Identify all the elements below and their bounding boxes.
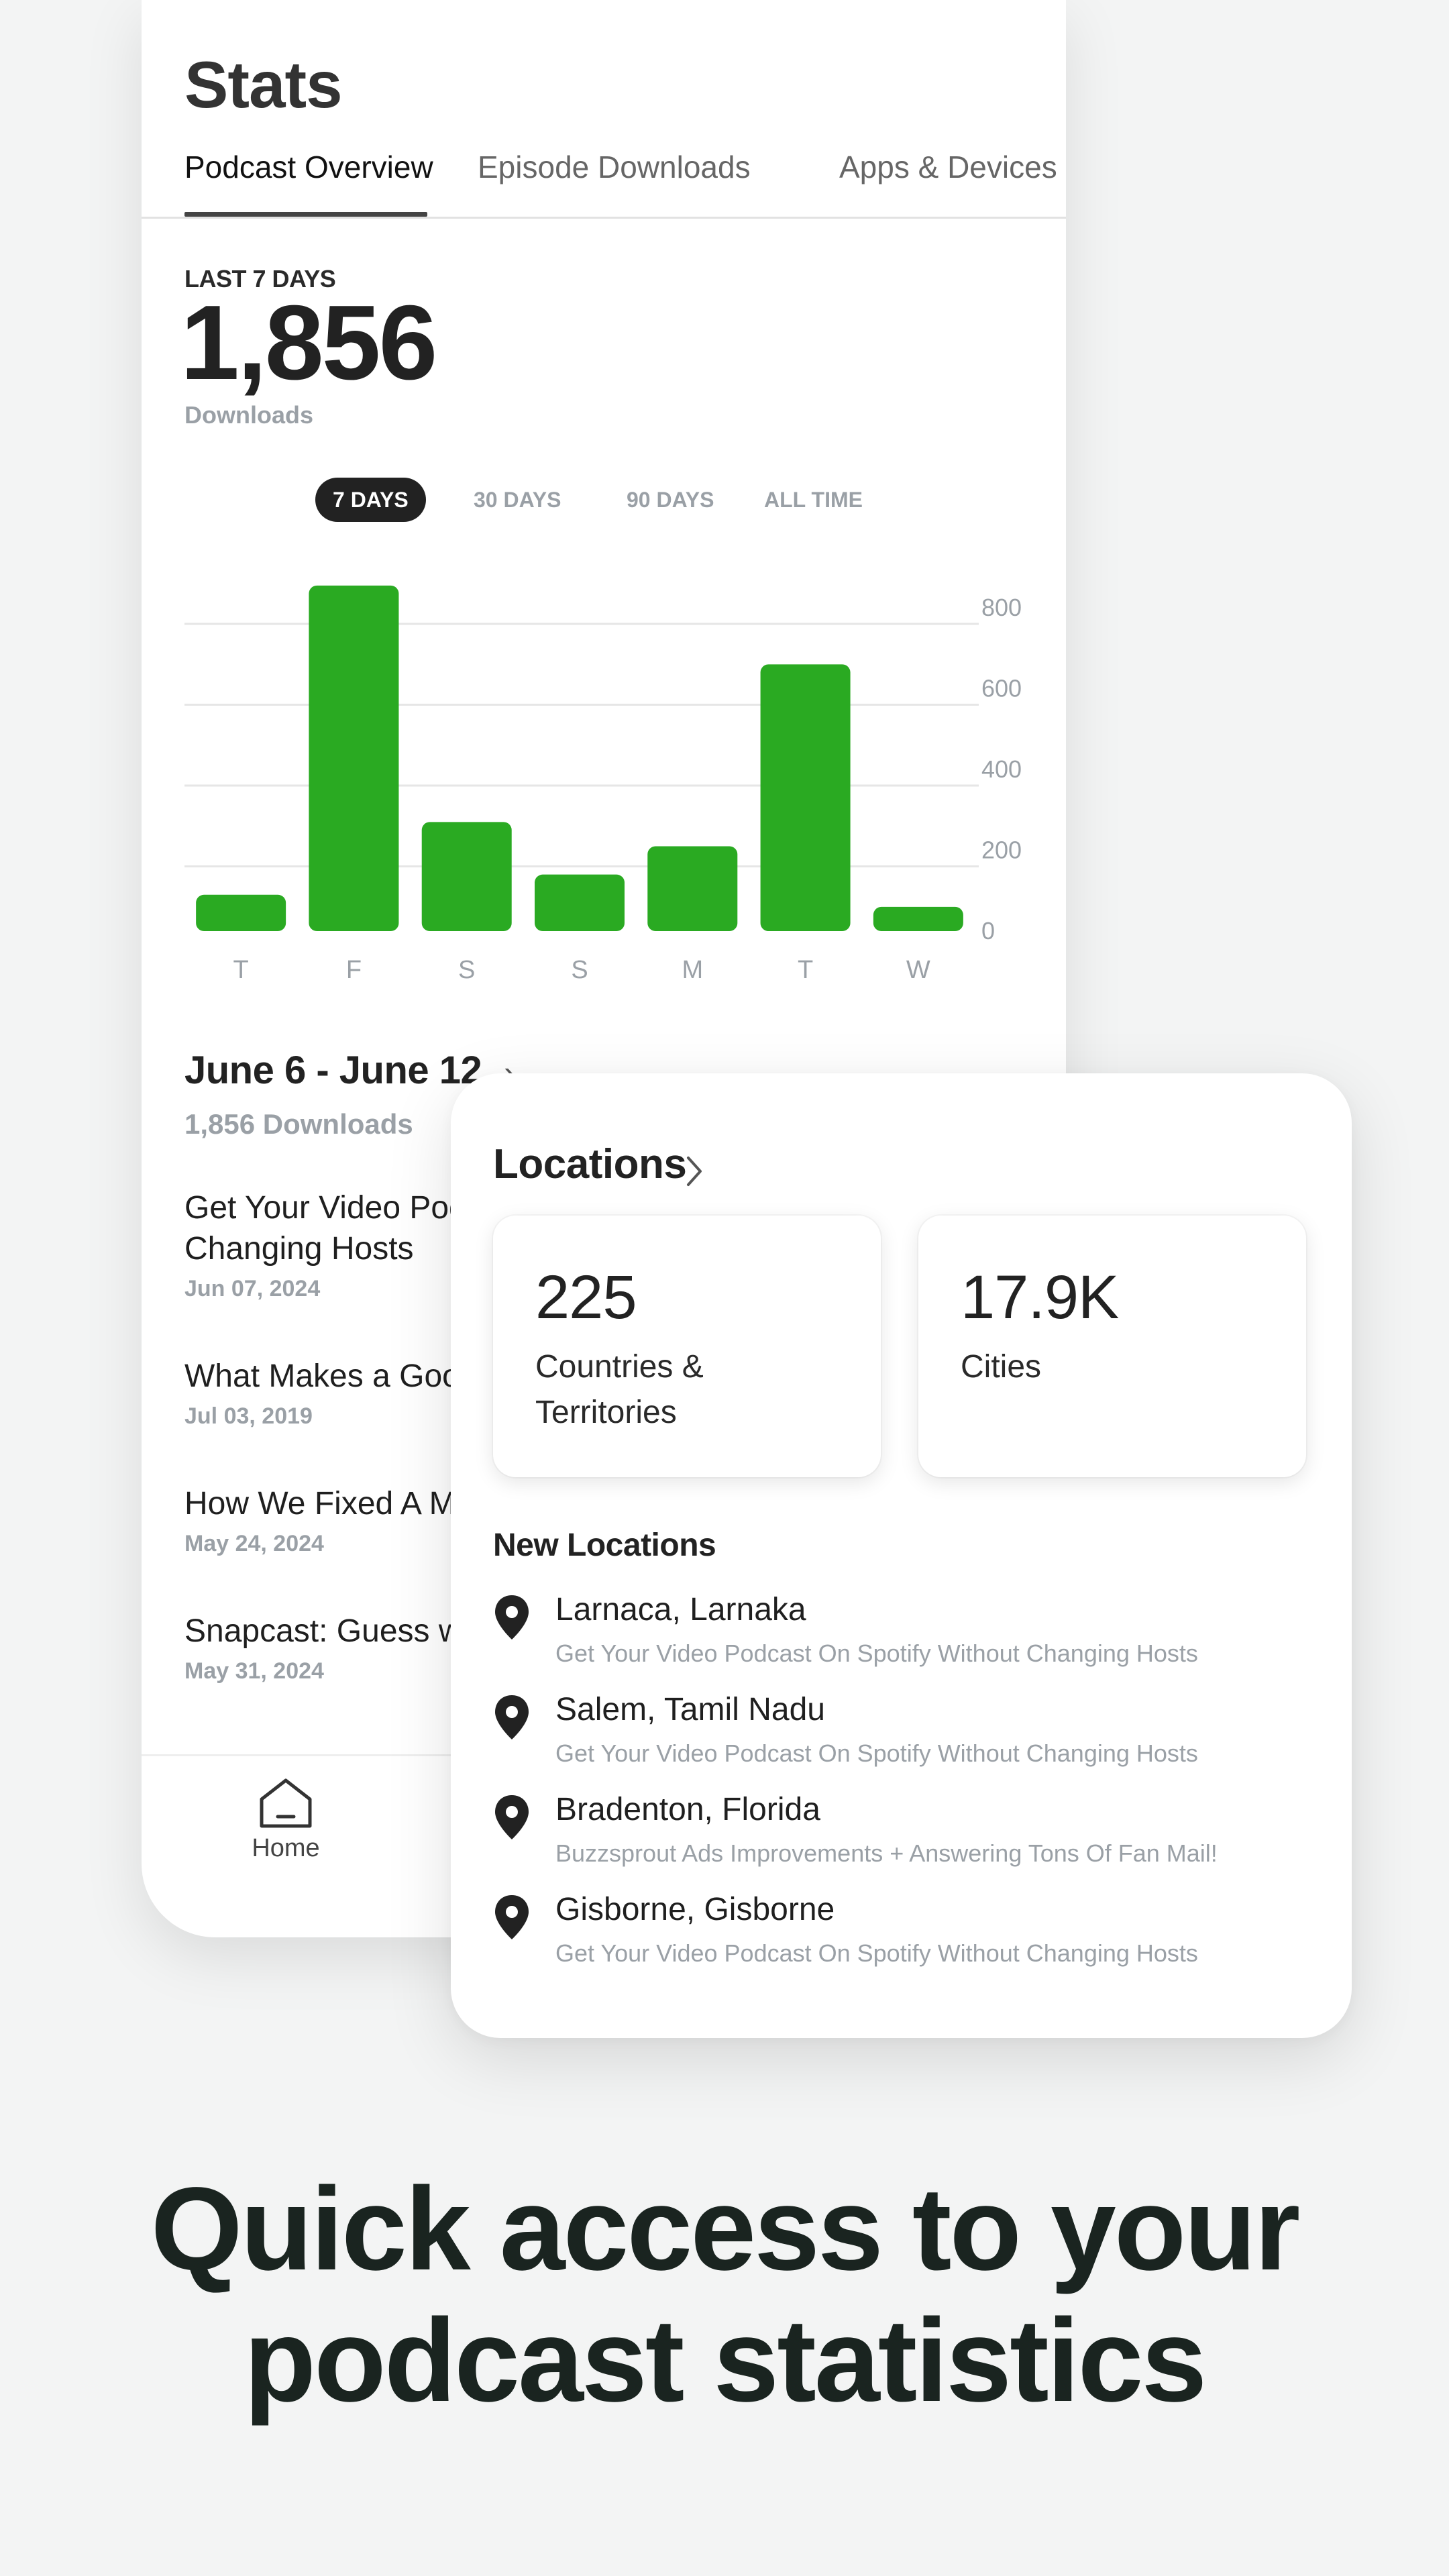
location-name: Larnaca, Larnaka (555, 1592, 806, 1627)
period-label: LAST 7 DAYS (184, 265, 336, 292)
episode-title: Get Your Video Pod (184, 1190, 467, 1226)
location-name: Gisborne, Gisborne (555, 1892, 835, 1927)
chart-x-tick-label: T (233, 956, 249, 984)
home-icon (260, 1778, 312, 1828)
chart-y-tick-label: 200 (981, 837, 1022, 864)
chevron-right-icon[interactable] (683, 1154, 706, 1189)
chart-x-tick-label: S (458, 956, 475, 984)
countries-count: 225 (535, 1263, 637, 1332)
locations-title[interactable]: Locations (493, 1141, 687, 1187)
downloads-bar-chart: 800 600 400 200 0 T F S S M T W (142, 564, 1066, 993)
chart-x-tick-label: M (682, 956, 703, 984)
tagline-line1: Quick access to your (150, 2163, 1301, 2295)
range-selector: 7 DAYS 30 DAYS 90 DAYS ALL TIME (142, 478, 1066, 522)
countries-stat-card: 225 Countries & Territories (493, 1216, 881, 1477)
page-title: Stats (184, 48, 343, 121)
map-pin-icon (495, 1695, 529, 1739)
tab-apps-devices[interactable]: Apps & Devices (839, 150, 1057, 184)
episode-title-line2: Changing Hosts (184, 1231, 414, 1267)
episode-date: May 31, 2024 (184, 1658, 324, 1684)
total-downloads-value: 1,856 (180, 284, 437, 402)
chart-y-tick-label: 400 (981, 755, 1022, 783)
episode-list-item[interactable]: How We Fixed A M May 24, 2024 (184, 1483, 1030, 1557)
episode-date: Jul 03, 2019 (184, 1403, 313, 1429)
map-pin-icon (495, 1595, 529, 1640)
cities-label: Cities (961, 1349, 1042, 1385)
week-downloads: 1,856 Downloads (184, 1108, 413, 1140)
chart-y-tick-label: 0 (981, 917, 995, 945)
active-tab-indicator (184, 212, 427, 217)
range-7-days-button[interactable]: 7 DAYS (315, 478, 426, 522)
stats-tabs: Podcast Overview Episode Downloads Apps … (184, 149, 1066, 216)
locations-card: Locations 225 Countries & Territories 17… (451, 1073, 1352, 2038)
location-list-item[interactable]: Larnaca, Larnaka Get Your Video Podcast … (493, 1591, 1325, 1678)
chart-x-tick-label: F (346, 956, 362, 984)
chart-bar (760, 664, 851, 931)
tabs-divider (142, 217, 1066, 219)
chart-x-tick-label: T (798, 956, 813, 984)
chart-bar (647, 846, 738, 931)
location-episode: Get Your Video Podcast On Spotify Withou… (555, 1739, 1198, 1767)
chart-y-tick-label: 800 (981, 594, 1022, 621)
map-pin-icon (495, 1795, 529, 1839)
range-all-time-button[interactable]: ALL TIME (764, 488, 863, 512)
tab-episode-downloads[interactable]: Episode Downloads (478, 150, 751, 184)
episode-title: How We Fixed A M (184, 1486, 456, 1521)
chart-bar (196, 894, 286, 931)
episode-date: Jun 07, 2024 (184, 1276, 321, 1301)
map-pin-icon (495, 1895, 529, 1939)
week-range[interactable]: June 6 - June 12 (184, 1049, 482, 1092)
tab-podcast-overview[interactable]: Podcast Overview (184, 150, 433, 184)
new-locations-title: New Locations (493, 1527, 716, 1563)
cities-count: 17.9K (961, 1263, 1119, 1332)
location-list-item[interactable]: Gisborne, Gisborne Get Your Video Podcas… (493, 1891, 1325, 1978)
location-episode: Get Your Video Podcast On Spotify Withou… (555, 1939, 1198, 1967)
countries-label: Countries & Territories (535, 1349, 704, 1430)
cities-stat-card: 17.9K Cities (918, 1216, 1306, 1477)
location-episode: Get Your Video Podcast On Spotify Withou… (555, 1640, 1198, 1667)
episode-list-item[interactable]: Get Your Video Pod Changing Hosts Jun 07… (184, 1187, 1030, 1302)
chart-bar (535, 874, 625, 931)
location-name: Bradenton, Florida (555, 1792, 820, 1827)
episode-title: Snapcast: Guess w (184, 1613, 462, 1649)
location-list-item[interactable]: Salem, Tamil Nadu Get Your Video Podcast… (493, 1691, 1325, 1778)
location-list-item[interactable]: Bradenton, Florida Buzzsprout Ads Improv… (493, 1791, 1325, 1878)
episode-list-item[interactable]: What Makes a Goo Jul 03, 2019 (184, 1356, 1030, 1430)
range-90-days-button[interactable]: 90 DAYS (627, 488, 714, 512)
nav-home[interactable]: Home (219, 1776, 353, 1863)
nav-home-label: Home (252, 1834, 320, 1862)
episode-title: What Makes a Goo (184, 1358, 460, 1394)
tagline-line2: podcast statistics (244, 2295, 1208, 2426)
episode-date: May 24, 2024 (184, 1531, 324, 1556)
chart-svg: 800 600 400 200 0 T F S S M T W (184, 585, 1022, 984)
chart-x-tick-label: S (571, 956, 588, 984)
range-30-days-button[interactable]: 30 DAYS (474, 488, 561, 512)
marketing-tagline: Quick access to your podcast statistics (0, 2163, 1449, 2426)
chart-bar (873, 906, 963, 931)
chart-y-tick-label: 600 (981, 675, 1022, 702)
chart-bar (309, 585, 399, 931)
location-name: Salem, Tamil Nadu (555, 1692, 825, 1727)
chart-x-tick-label: W (906, 956, 930, 984)
location-episode: Buzzsprout Ads Improvements + Answering … (555, 1839, 1218, 1867)
chart-bar (421, 822, 512, 931)
total-downloads-caption: Downloads (184, 401, 314, 429)
episode-list-item[interactable]: Snapcast: Guess w May 31, 2024 (184, 1611, 1030, 1684)
